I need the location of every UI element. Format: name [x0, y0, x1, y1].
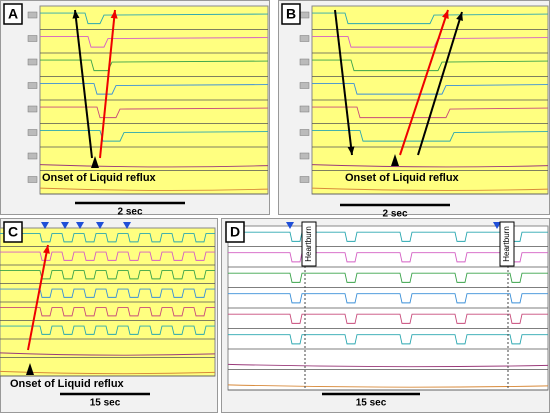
trace [312, 130, 549, 142]
channel-icon [27, 105, 38, 113]
channel-icon [299, 35, 310, 42]
channel-icon [299, 82, 310, 89]
arrow [334, 9, 353, 156]
trace [228, 334, 548, 345]
arrow-head [347, 146, 355, 155]
panel: Onset of Liquid reflux 15 sec C [0, 218, 218, 413]
trace [40, 130, 269, 142]
panel-label: C [8, 224, 18, 240]
arrow [74, 9, 93, 159]
arrow [99, 9, 116, 159]
arrow [417, 11, 463, 156]
panel-label-box [281, 3, 301, 25]
channel-icon [299, 152, 310, 160]
trace [39, 164, 269, 168]
trace [40, 12, 269, 25]
trace [40, 59, 269, 72]
scale-label: 15 sec [356, 398, 387, 409]
trace [312, 83, 549, 95]
panel: Onset of Liquid reflux 2 sec B [278, 0, 550, 220]
panel-label-box [225, 221, 245, 243]
arrow-head [43, 245, 50, 254]
channel-icon [299, 105, 310, 113]
onset-marker [391, 154, 399, 166]
trace [228, 293, 548, 304]
scale-label: 2 sec [382, 209, 407, 220]
channel-icon [27, 58, 38, 66]
trace [312, 36, 549, 48]
trace [0, 307, 215, 317]
trace [311, 164, 549, 168]
panel: Heartburn Heartburn 15 sec D [221, 218, 550, 413]
trace [0, 370, 216, 375]
trace [40, 36, 269, 48]
trace [39, 187, 269, 191]
panel-label: B [286, 6, 296, 22]
trace [0, 270, 215, 280]
channel-icon [27, 35, 38, 42]
trace [311, 187, 549, 191]
annotation: Onset of Liquid reflux [42, 172, 157, 184]
event-marker [76, 222, 84, 229]
channel-icon [27, 129, 38, 136]
event-label: Heartburn [304, 226, 313, 262]
trace [227, 363, 549, 368]
event-marker [61, 222, 69, 229]
channel-icon [27, 176, 38, 183]
arrow-head [456, 12, 463, 21]
trace [0, 233, 215, 243]
channel-icon [299, 58, 310, 66]
arrow [27, 244, 49, 351]
panel-label-box [3, 3, 23, 25]
channel-icon [27, 11, 38, 19]
trace [312, 59, 549, 72]
channel-icon [299, 11, 310, 19]
trace [312, 12, 549, 25]
channel-icon [299, 176, 310, 183]
channel-icon [299, 129, 310, 136]
channel-icon [27, 82, 38, 89]
trace [227, 384, 549, 388]
arrow [399, 9, 449, 156]
trace [40, 106, 269, 119]
trace [228, 272, 548, 283]
arrow-head [110, 10, 118, 19]
event-marker [96, 222, 104, 229]
scale-label: 15 sec [90, 398, 121, 409]
trace [0, 288, 215, 298]
scale-label: 2 sec [117, 207, 142, 218]
annotation: Onset of Liquid reflux [10, 378, 125, 390]
event-box [301, 221, 317, 267]
onset-marker [26, 363, 34, 375]
trace [40, 83, 269, 95]
panel: Onset of Liquid reflux 2 sec A [0, 0, 270, 218]
panel-label: D [230, 224, 240, 240]
panel-label-box [3, 221, 23, 243]
trace [0, 325, 215, 335]
arrow-head [442, 10, 449, 19]
event-marker [41, 222, 49, 229]
trace [0, 352, 216, 356]
event-marker [123, 222, 131, 229]
trace [0, 251, 215, 261]
annotation: Onset of Liquid reflux [345, 172, 460, 184]
panel-label: A [8, 6, 18, 22]
arrow-head [72, 10, 80, 19]
event-label: Heartburn [502, 226, 511, 262]
onset-marker [91, 156, 99, 168]
event-marker [493, 222, 501, 229]
trace [228, 313, 548, 324]
event-box [499, 221, 515, 267]
event-marker [286, 222, 294, 229]
trace [312, 106, 549, 119]
channel-icon [27, 152, 38, 160]
